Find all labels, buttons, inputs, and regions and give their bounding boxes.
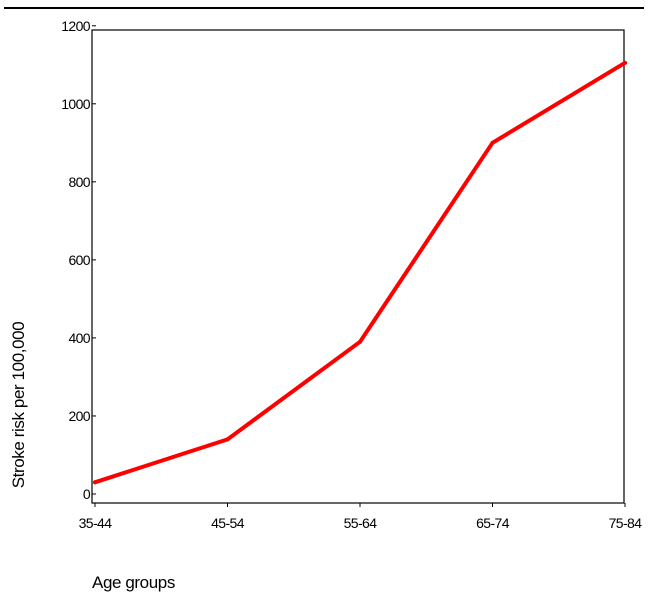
- x-tick-label: 35-44: [79, 515, 113, 531]
- y-axis: 0 200 400 600 800 1000 1200: [61, 18, 96, 502]
- y-tick-label: 0: [83, 486, 91, 502]
- data-point: [490, 140, 495, 145]
- y-tick-label: 800: [68, 174, 90, 190]
- x-tick-label: 75-84: [609, 515, 643, 531]
- y-tick-label: 400: [68, 330, 90, 346]
- x-tick-label: 65-74: [476, 515, 510, 531]
- series-line: [93, 60, 627, 485]
- y-tick-label: 600: [68, 252, 90, 268]
- y-tick-label: 200: [68, 408, 90, 424]
- top-rule: [4, 7, 644, 9]
- data-point: [93, 480, 97, 485]
- y-axis-label: Stroke risk per 100,000: [9, 322, 28, 489]
- x-tick-label: 55-64: [344, 515, 378, 531]
- data-point: [358, 339, 362, 344]
- data-point: [623, 60, 627, 65]
- x-tick-label: 45-54: [211, 515, 245, 531]
- x-axis-label: Age groups: [92, 573, 175, 592]
- plot-border: [91, 29, 625, 504]
- series-group: [93, 60, 627, 485]
- y-tick-label: 1000: [61, 96, 91, 112]
- data-point: [225, 437, 230, 442]
- plot-frame: [91, 29, 625, 504]
- x-axis: 35-44 45-54 55-64 65-74 75-84: [79, 503, 643, 531]
- y-tick-label: 1200: [61, 18, 91, 34]
